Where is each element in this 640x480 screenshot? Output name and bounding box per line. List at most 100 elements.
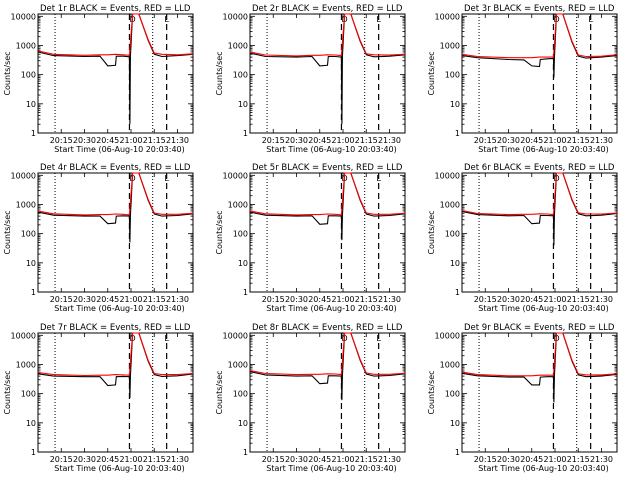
x-tick-label: 20:30	[497, 295, 520, 304]
plot-frame	[461, 332, 618, 453]
y-tick-label: 1	[31, 129, 36, 138]
x-tick-label: 20:45	[96, 295, 119, 304]
panel-det-1: Det 1r BLACK = Events, RED = LLD 1 10 100 10…	[3, 4, 194, 154]
x-tick-label: 20:15	[50, 136, 73, 145]
marker-label: L	[376, 15, 381, 24]
x-tick-label: 20:15	[50, 295, 73, 304]
panel-title: Det 2r BLACK = Events, RED = LLD	[252, 4, 403, 14]
y-tick-label: 1000	[16, 360, 36, 369]
x-tick-label: 21:15	[355, 136, 378, 145]
y-tick-label: 10000	[223, 331, 248, 340]
y-tick-label: 10000	[435, 171, 460, 180]
series-line-events	[37, 13, 194, 125]
x-tick-label: 20:45	[520, 455, 543, 464]
x-tick-label: 21:00	[119, 295, 142, 304]
x-tick-label: 20:30	[285, 295, 308, 304]
plot-frame	[249, 172, 406, 293]
marker-label: L	[164, 174, 169, 183]
series-line-events	[249, 13, 406, 125]
x-tick-label: 21:30	[378, 295, 401, 304]
plot-frame	[37, 332, 194, 453]
y-tick-label: 10000	[435, 331, 460, 340]
y-tick-label: 100	[233, 71, 248, 80]
x-tick-label: 20:15	[262, 136, 285, 145]
x-tick-label: 21:15	[355, 455, 378, 464]
y-axis-label: Counts/sec	[427, 370, 436, 414]
x-tick-label: 21:15	[143, 455, 166, 464]
x-tick-label: 20:30	[73, 295, 96, 304]
panel-title: Det 3r BLACK = Events, RED = LLD	[464, 4, 615, 14]
x-tick-label: 20:30	[73, 136, 96, 145]
series-line-lld	[249, 332, 406, 376]
y-tick-label: 1	[31, 288, 36, 297]
y-axis-label: Counts/sec	[3, 370, 12, 414]
x-tick-label: 20:30	[285, 455, 308, 464]
panel-title: Det 7r BLACK = Events, RED = LLD	[40, 323, 191, 333]
panel-title: Det 8r BLACK = Events, RED = LLD	[252, 323, 403, 333]
panel-det-3: Det 3r BLACK = Events, RED = LLD 1 10 100 10…	[427, 4, 618, 154]
x-axis-label: Start Time (06-Aug-10 20:03:40)	[54, 304, 185, 313]
x-tick-label: 21:30	[166, 455, 189, 464]
y-tick-label: 1000	[16, 41, 36, 50]
x-tick-label: 21:00	[331, 136, 354, 145]
series-line-lld	[249, 13, 406, 57]
marker-label: L	[588, 334, 593, 343]
series-line-events	[461, 332, 618, 403]
marker-label: L	[588, 174, 593, 183]
plot-frame	[37, 172, 194, 293]
y-tick-label: 1000	[440, 200, 460, 209]
y-tick-label: 1	[243, 448, 248, 457]
x-tick-label: 21:30	[590, 455, 613, 464]
plot-frame	[249, 332, 406, 453]
series-line-lld	[461, 13, 618, 59]
x-tick-label: 21:30	[590, 295, 613, 304]
x-axis-label: Start Time (06-Aug-10 20:03:40)	[266, 304, 397, 313]
y-tick-label: 1	[243, 129, 248, 138]
marker-label: L	[164, 334, 169, 343]
x-tick-label: 21:00	[331, 455, 354, 464]
y-tick-label: 10	[238, 419, 248, 428]
y-axis-label: Counts/sec	[3, 210, 12, 254]
x-tick-label: 20:30	[285, 136, 308, 145]
y-tick-label: 10000	[223, 171, 248, 180]
series-line-lld	[37, 172, 194, 216]
marker-label: L	[376, 334, 381, 343]
y-tick-label: 10	[238, 100, 248, 109]
series-line-events	[249, 332, 406, 401]
y-axis-label: Counts/sec	[215, 51, 224, 95]
series-line-events	[461, 172, 618, 246]
plot-frame	[461, 172, 618, 293]
x-tick-label: 21:15	[143, 295, 166, 304]
x-tick-label: 21:00	[119, 455, 142, 464]
x-tick-label: 21:15	[567, 455, 590, 464]
panel-det-9: Det 9r BLACK = Events, RED = LLD 1 10 100 10…	[427, 323, 618, 473]
y-tick-label: 1000	[440, 41, 460, 50]
x-axis-label: Start Time (06-Aug-10 20:03:40)	[54, 464, 185, 473]
series-line-lld	[461, 172, 618, 216]
x-tick-label: 20:15	[262, 455, 285, 464]
y-tick-label: 10	[26, 419, 36, 428]
y-tick-label: 100	[21, 71, 36, 80]
x-tick-label: 21:15	[143, 136, 166, 145]
panel-det-6: Det 6r BLACK = Events, RED = LLD 1 10 100 10…	[427, 163, 618, 313]
y-tick-label: 100	[445, 71, 460, 80]
panel-det-8: Det 8r BLACK = Events, RED = LLD 1 10 100 10…	[215, 323, 406, 473]
y-tick-label: 1	[243, 288, 248, 297]
x-tick-label: 20:15	[474, 455, 497, 464]
x-tick-label: 20:45	[308, 295, 331, 304]
plot-frame	[461, 13, 618, 134]
y-tick-label: 10000	[11, 12, 36, 21]
y-tick-label: 1	[455, 448, 460, 457]
x-tick-label: 21:30	[378, 455, 401, 464]
x-axis-label: Start Time (06-Aug-10 20:03:40)	[478, 304, 609, 313]
y-tick-label: 100	[233, 390, 248, 399]
y-tick-label: 10000	[223, 12, 248, 21]
y-tick-label: 1000	[228, 41, 248, 50]
x-tick-label: 20:45	[520, 295, 543, 304]
x-axis-label: Start Time (06-Aug-10 20:03:40)	[266, 145, 397, 154]
plot-frame	[249, 13, 406, 134]
x-tick-label: 20:45	[308, 136, 331, 145]
series-line-events	[37, 332, 194, 399]
y-tick-label: 10000	[11, 171, 36, 180]
